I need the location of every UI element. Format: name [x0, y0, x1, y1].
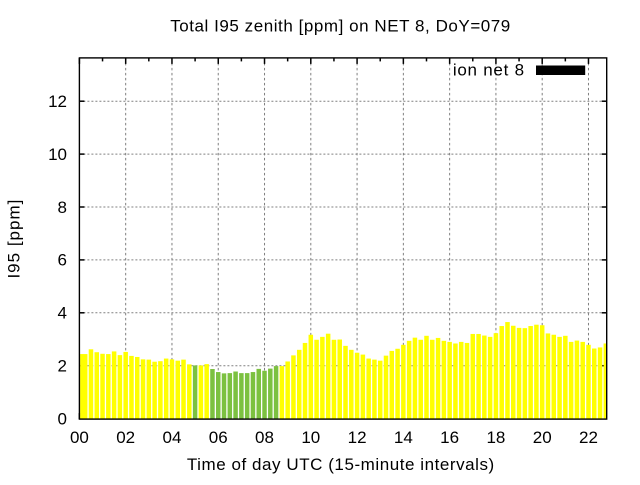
svg-text:04: 04 — [162, 428, 181, 447]
svg-text:Time of day UTC (15-minute int: Time of day UTC (15-minute intervals) — [187, 455, 495, 474]
svg-text:I95 [ppm]: I95 [ppm] — [5, 199, 24, 279]
svg-text:10: 10 — [48, 145, 67, 164]
svg-text:02: 02 — [116, 428, 135, 447]
svg-text:4: 4 — [58, 304, 67, 323]
svg-text:18: 18 — [486, 428, 505, 447]
svg-text:06: 06 — [209, 428, 228, 447]
svg-text:2: 2 — [58, 357, 67, 376]
svg-text:12: 12 — [348, 428, 367, 447]
svg-text:12: 12 — [48, 92, 67, 111]
svg-text:8: 8 — [58, 198, 67, 217]
svg-text:22: 22 — [579, 428, 598, 447]
svg-text:08: 08 — [255, 428, 274, 447]
svg-text:10: 10 — [301, 428, 320, 447]
svg-text:00: 00 — [70, 428, 89, 447]
svg-text:16: 16 — [440, 428, 459, 447]
svg-text:0: 0 — [58, 409, 67, 428]
svg-text:14: 14 — [394, 428, 413, 447]
svg-text:6: 6 — [58, 251, 67, 270]
svg-text:20: 20 — [533, 428, 552, 447]
svg-text:ion net 8: ion net 8 — [453, 61, 525, 80]
svg-text:Total I95 zenith [ppm] on NET: Total I95 zenith [ppm] on NET 8, DoY=079 — [170, 17, 511, 36]
